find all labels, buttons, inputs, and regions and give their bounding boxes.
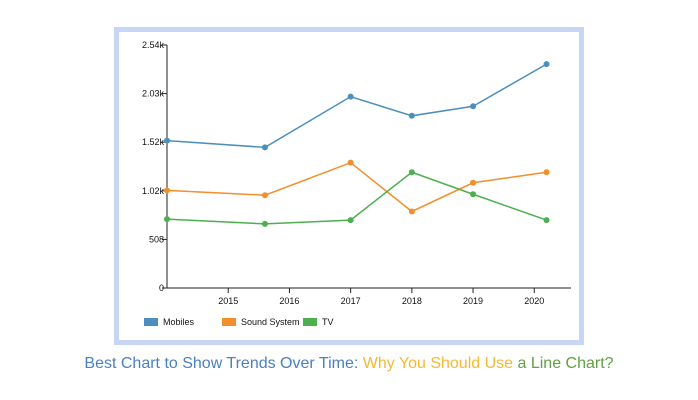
chart-axes: 0 508 1.02k 1.52k 2.03k 2.54k 2015 2016 2017 2018… <box>142 40 571 306</box>
series-layer <box>164 61 550 227</box>
chart-legend: Mobiles Sound System TV <box>144 317 334 327</box>
data-point-tv <box>408 169 415 176</box>
data-point-mobiles <box>470 103 477 110</box>
legend-swatch-sound-system <box>222 318 236 326</box>
data-point-tv <box>261 220 268 227</box>
series-line-mobiles <box>166 63 547 149</box>
y-tick-label: 1.02k <box>142 186 165 196</box>
legend-swatch-tv <box>303 318 317 326</box>
data-point-sound-system <box>543 169 550 176</box>
data-point-tv <box>470 191 477 198</box>
data-point-tv <box>347 217 354 224</box>
y-tick-label: 0 <box>159 283 164 293</box>
data-point-tv <box>543 217 550 224</box>
y-tick-label: 2.54k <box>142 40 165 50</box>
y-tick-label: 1.52k <box>142 137 165 147</box>
x-tick-label: 2017 <box>341 296 361 306</box>
x-tick-label: 2018 <box>402 296 422 306</box>
legend-label-sound-system: Sound System <box>241 317 300 327</box>
legend-label-tv: TV <box>322 317 334 327</box>
data-point-mobiles <box>347 93 354 100</box>
chart-frame: 0 508 1.02k 1.52k 2.03k 2.54k 2015 2016 2017 2018… <box>114 27 584 345</box>
x-tick-label: 2020 <box>524 296 544 306</box>
data-point-mobiles <box>261 144 268 151</box>
data-point-sound-system <box>408 208 415 215</box>
legend-swatch-mobiles <box>144 318 158 326</box>
caption-part-3: a Line Chart? <box>513 355 614 372</box>
data-point-sound-system <box>261 192 268 199</box>
data-point-sound-system <box>470 179 477 186</box>
caption-part-1: Best Chart to Show Trends Over Time: <box>84 355 363 372</box>
series-line-sound-system <box>166 161 547 213</box>
page-caption: Best Chart to Show Trends Over Time: Why… <box>0 355 698 373</box>
data-point-sound-system <box>347 159 354 166</box>
line-chart: 0 508 1.02k 1.52k 2.03k 2.54k 2015 2016 2017 2018… <box>142 40 571 327</box>
series-line-tv <box>166 171 547 225</box>
legend-label-mobiles: Mobiles <box>163 317 195 327</box>
x-tick-label: 2016 <box>279 296 299 306</box>
data-point-mobiles <box>408 112 415 119</box>
y-tick-label: 2.03k <box>142 89 165 99</box>
x-tick-label: 2019 <box>463 296 483 306</box>
data-point-tv <box>164 216 170 223</box>
caption-part-2: Why You Should Use <box>362 355 514 372</box>
data-point-mobiles <box>164 137 170 144</box>
data-point-mobiles <box>543 61 550 68</box>
x-tick-label: 2015 <box>218 296 238 306</box>
data-point-sound-system <box>164 187 170 194</box>
y-tick-label: 508 <box>149 234 164 244</box>
